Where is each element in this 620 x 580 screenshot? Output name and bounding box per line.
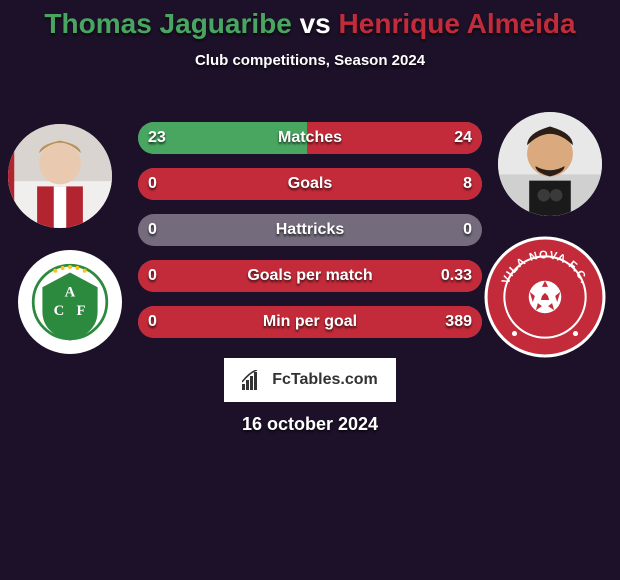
svg-text:C: C	[54, 303, 65, 319]
stat-label: Min per goal	[138, 306, 482, 338]
page-title: Thomas Jaguaribe vs Henrique Almeida	[0, 0, 620, 40]
title-vs: vs	[300, 8, 331, 39]
player1-avatar	[8, 124, 112, 228]
title-player2: Henrique Almeida	[339, 8, 576, 39]
stat-row: 0389Min per goal	[138, 306, 482, 338]
player2-avatar	[498, 112, 602, 216]
stat-row: 08Goals	[138, 168, 482, 200]
stat-label: Matches	[138, 122, 482, 154]
title-player1: Thomas Jaguaribe	[44, 8, 291, 39]
stat-label: Goals per match	[138, 260, 482, 292]
subtitle: Club competitions, Season 2024	[0, 52, 620, 69]
stat-row: 00Hattricks	[138, 214, 482, 246]
stat-row: 00.33Goals per match	[138, 260, 482, 292]
watermark-text: FcTables.com	[272, 371, 378, 389]
player1-club-badge: A C F	[18, 250, 122, 354]
stat-row: 2324Matches	[138, 122, 482, 154]
stat-label: Hattricks	[138, 214, 482, 246]
svg-text:A: A	[65, 284, 76, 300]
watermark-box: FcTables.com	[224, 358, 396, 402]
stat-bars: 2324Matches 08Goals 00Hattricks 00.33Goa…	[138, 122, 482, 338]
bar-chart-icon	[242, 370, 266, 390]
stat-label: Goals	[138, 168, 482, 200]
svg-text:F: F	[77, 303, 86, 319]
player2-club-badge: VILA NOVA F.C.	[484, 236, 606, 358]
date-text: 16 october 2024	[242, 414, 378, 435]
